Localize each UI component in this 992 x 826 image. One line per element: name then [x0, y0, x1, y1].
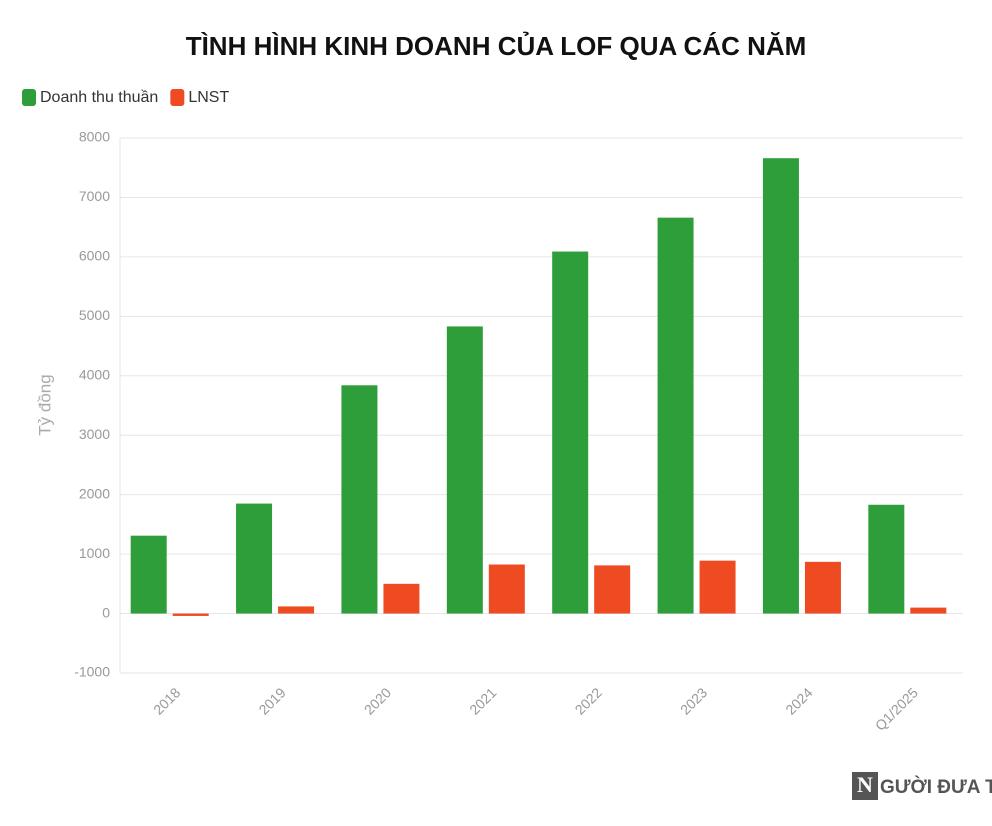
x-tick-label: 2018 [150, 684, 183, 717]
logo-text: GƯỜI ĐƯA TIN [880, 776, 992, 798]
x-tick-label: 2021 [466, 684, 499, 717]
y-tick-label: 8000 [79, 129, 110, 145]
bar [762, 158, 799, 614]
bar [130, 535, 167, 614]
y-tick-label: 5000 [79, 307, 110, 323]
y-tick-label: 4000 [79, 366, 110, 382]
bar [488, 564, 525, 614]
legend-label: LNST [188, 89, 229, 106]
bar [699, 560, 736, 614]
x-tick-label: 2022 [572, 684, 605, 717]
bar [594, 565, 631, 614]
y-tick-label: 0 [102, 604, 110, 620]
bar [552, 251, 589, 614]
bar [446, 326, 483, 614]
y-tick-label: 2000 [79, 485, 110, 501]
logo-initial: N [857, 772, 873, 797]
chart-title: TÌNH HÌNH KINH DOANH CỦA LOF QUA CÁC NĂM [186, 30, 807, 61]
x-tick-label: 2024 [782, 684, 815, 717]
y-tick-label: -1000 [74, 664, 110, 680]
bar [236, 503, 273, 614]
bar [383, 583, 420, 614]
y-tick-label: 6000 [79, 248, 110, 264]
legend-swatch [22, 89, 36, 106]
bar [804, 561, 841, 614]
y-tick-label: 3000 [79, 426, 110, 442]
x-tick-label: Q1/2025 [872, 684, 921, 733]
y-tick-label: 1000 [79, 545, 110, 561]
bar [172, 613, 209, 616]
bar [910, 607, 947, 614]
x-tick-label: 2023 [677, 684, 710, 717]
legend-swatch [170, 89, 185, 106]
bar [278, 606, 315, 614]
bar [341, 385, 378, 614]
legend-label: Doanh thu thuần [40, 89, 158, 106]
y-tick-label: 7000 [79, 188, 110, 204]
x-tick-label: 2019 [255, 684, 288, 717]
logo-box [852, 772, 878, 800]
bar [657, 217, 694, 614]
y-axis-label: Tỷ đồng [35, 374, 54, 435]
bar [868, 504, 905, 614]
x-tick-label: 2020 [361, 684, 394, 717]
